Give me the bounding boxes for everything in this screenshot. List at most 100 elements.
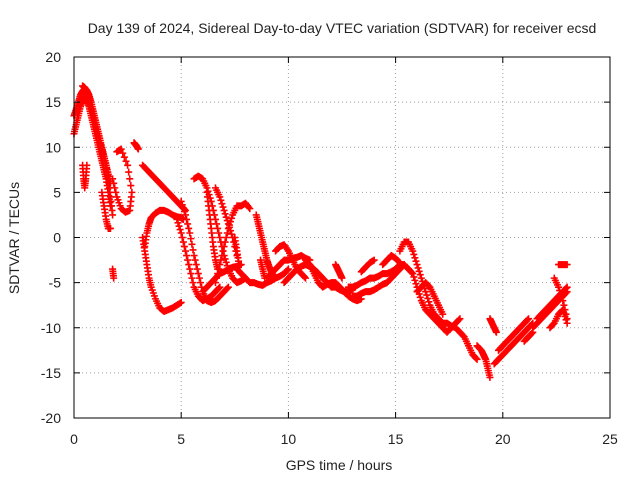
data-point [177,229,185,237]
data-point [439,310,447,318]
data-point-interp [125,168,133,176]
data-point-interp [410,250,418,258]
series-track-11 [141,206,187,251]
chart-title: Day 139 of 2024, Sidereal Day-to-day VTE… [88,20,597,36]
data-point [525,315,533,323]
data-point [413,261,421,269]
data-point-interp [179,238,187,246]
data-point [109,175,117,183]
data-point-interp [423,291,431,299]
series-track-7 [109,265,118,282]
series-track-3 [79,82,117,219]
data-point-interp [215,284,223,292]
data-point [272,274,280,282]
data-point-interp [221,255,229,263]
x-tick-label: 25 [602,431,618,447]
data-point-interp [179,204,187,212]
data-point [177,197,185,205]
data-point-interp [185,261,193,269]
grid-layer [74,57,610,418]
series-track-36 [486,315,500,336]
data-point [563,283,571,291]
data-point [456,315,464,323]
data-point [555,283,563,291]
data-point-interp [178,234,186,241]
data-point-interp [424,294,432,302]
data-point-interp [219,247,227,255]
data-point-interp [183,252,191,260]
series-track-6 [109,145,136,216]
data-point-interp [416,271,424,279]
data-point-interp [180,208,188,216]
data-point-interp [472,354,480,362]
x-axis-label: GPS time / hours [286,457,393,473]
data-point [417,274,425,282]
data-point [246,205,254,213]
data-point-interp [176,226,184,234]
data-point-interp [180,243,188,251]
data-point-interp [411,276,419,284]
data-point-interp [425,298,433,306]
x-tick-label: 10 [281,431,297,447]
data-point [216,234,224,241]
data-point [216,283,224,291]
series-track-39 [520,328,537,345]
data-point [190,252,198,260]
data-point [186,229,194,237]
data-point-interp [188,274,196,282]
data-point [486,373,494,381]
data-point [214,265,222,273]
data-point-interp [175,222,183,230]
data-point-interp [557,290,565,298]
series-track-27 [332,261,346,282]
tick-labels-layer: 0 5 10 15 20 25 -20 -15 -10 -5 0 5 10 15 20 [41,49,618,447]
data-point-interp [221,238,229,246]
data-point [235,261,243,269]
data-point-interp [414,264,422,272]
x-tick-label: 5 [177,431,185,447]
series-track-20 [231,234,243,269]
data-point [224,220,232,228]
data-point-interp [184,256,192,264]
data-point [492,328,500,336]
x-tick-label: 15 [388,431,404,447]
y-tick-label: 10 [45,139,61,155]
data-point-interp [283,266,291,274]
series-track-31 [379,252,404,269]
data-point [212,279,220,287]
series-track-38 [495,315,533,354]
data-point-interp [187,270,195,278]
data-point [563,261,571,269]
y-tick-label: 20 [45,49,61,65]
series-track-29 [349,261,408,300]
data-point-interp [223,284,231,292]
data-point [220,243,228,251]
y-tick-label: -10 [41,320,61,336]
data-point [409,247,417,255]
data-point-interp [218,200,226,208]
data-point [186,265,194,273]
x-tick-label: 20 [495,431,511,447]
data-point [106,224,114,232]
data-point-interp [558,293,566,301]
data-point-interp [415,267,423,275]
data-point [177,298,185,306]
data-point [109,211,117,219]
data-point [422,288,430,296]
series-track-35 [473,342,494,381]
series-track-10 [139,234,185,316]
data-point [110,274,118,282]
data-point-interp [213,274,221,282]
data-point-interp [455,316,463,324]
data-point-interp [300,273,308,281]
data-point-interp [187,235,195,243]
data-point-interp [223,217,231,225]
series-track-33 [404,265,464,336]
data-point-interp [528,329,536,337]
series-track-17 [203,188,222,273]
data-point-interp [410,273,418,281]
data-point-interp [188,240,196,248]
data-point [83,161,91,169]
data-point-interp [127,182,135,190]
